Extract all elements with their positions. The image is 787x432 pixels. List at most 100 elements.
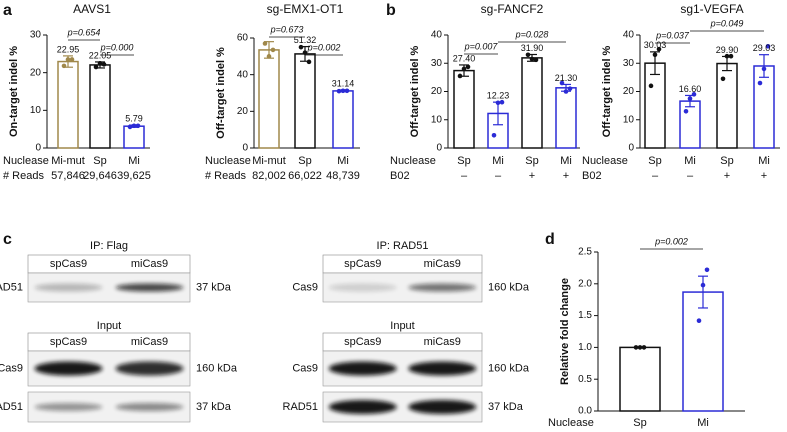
x-row-label: Nuclease <box>3 155 49 167</box>
value-label: 5.79 <box>125 113 143 123</box>
y-tick-label: 30 <box>623 58 635 69</box>
x-tick-label: Sp <box>457 155 470 167</box>
chart-title: AAVS1 <box>73 2 111 16</box>
y-tick-label: 20 <box>431 86 443 97</box>
size-label: 37 kDa <box>196 401 232 413</box>
replicate-point <box>457 73 463 79</box>
blot-band <box>328 400 397 414</box>
lane-label: miCas9 <box>424 336 461 348</box>
replicate-point <box>525 52 531 58</box>
bar <box>682 291 724 412</box>
blot-band <box>328 283 397 292</box>
panel-label: c <box>3 231 12 248</box>
y-tick-label: 1.5 <box>578 310 592 321</box>
value-label: 31.14 <box>332 78 355 88</box>
replicate-point <box>728 53 734 59</box>
value-label: 27.40 <box>453 53 476 63</box>
replicate-point <box>696 318 702 323</box>
replicate-point <box>683 108 689 114</box>
row-value: + <box>761 170 767 182</box>
bar <box>555 87 577 149</box>
row-value: 29,646 <box>83 170 117 182</box>
replicate-point <box>65 57 71 62</box>
blot-band <box>408 361 477 376</box>
y-tick-label: 40 <box>623 30 635 41</box>
y-tick-label: 40 <box>431 30 443 41</box>
row-value: 82,002 <box>252 170 286 182</box>
y-axis-label: Off-target indel % <box>409 45 421 137</box>
x-tick-label: Sp <box>525 155 538 167</box>
replicate-point <box>97 60 103 66</box>
chart-title: sg1-VEGFA <box>680 2 743 16</box>
replicate-point <box>270 47 276 53</box>
lane-label: miCas9 <box>131 258 168 270</box>
x-row-label: Nuclease <box>582 155 628 167</box>
blot-band <box>34 403 103 411</box>
x-tick-label: Sp <box>93 155 106 167</box>
value-label: 12.23 <box>487 91 510 101</box>
p-value: p=0.002 <box>654 236 688 246</box>
y-tick-label: 20 <box>623 86 635 97</box>
p-value: p=0.673 <box>270 24 304 34</box>
p-value: p=0.654 <box>67 27 101 37</box>
y-axis-label: On-target indel % <box>8 46 20 137</box>
bar <box>294 53 316 149</box>
p-value: p=0.049 <box>710 18 744 28</box>
y-tick-label: 0 <box>436 143 442 154</box>
y-tick-label: 30 <box>30 30 42 41</box>
bar <box>258 49 280 149</box>
y-tick-label: 40 <box>237 69 249 80</box>
value-label: 29.90 <box>716 45 739 55</box>
x-tick-label: Mi-mut <box>51 155 85 167</box>
bar <box>453 69 475 149</box>
x-tick-label: Mi <box>560 155 572 167</box>
row-value: 48,739 <box>326 170 360 182</box>
x-tick-label: Mi <box>758 155 770 167</box>
y-tick-label: 30 <box>431 58 443 69</box>
row-label: # Reads <box>3 170 44 182</box>
size-label: 160 kDa <box>196 362 238 374</box>
y-tick-label: 0 <box>628 143 634 154</box>
x-tick-label: Sp <box>298 155 311 167</box>
replicate-point <box>757 80 763 86</box>
y-tick-label: 2.5 <box>578 247 592 258</box>
replicate-point <box>563 89 569 94</box>
replicate-point <box>704 267 710 273</box>
value-label: 16.60 <box>679 84 702 94</box>
bar <box>679 100 701 149</box>
row-label: Cas9 <box>292 362 318 374</box>
x-tick-label: Sp <box>633 417 646 429</box>
blot-title: IP: Flag <box>90 240 128 252</box>
replicate-point <box>529 56 535 62</box>
replicate-point <box>687 96 693 101</box>
blot-band <box>408 400 477 414</box>
row-label: Cas9 <box>292 281 318 293</box>
replicate-point <box>306 59 312 65</box>
bar <box>521 57 543 149</box>
panel-label: b <box>386 2 396 19</box>
replicate-point <box>559 80 565 86</box>
replicate-point <box>533 57 539 63</box>
replicate-point <box>691 92 697 97</box>
blot-band <box>34 283 103 292</box>
replicate-point <box>101 62 107 67</box>
lane-label: miCas9 <box>131 336 168 348</box>
blot-band <box>34 361 103 376</box>
value-label: 31.90 <box>521 43 544 53</box>
lane-label: spCas9 <box>50 258 87 270</box>
row-label: B02 <box>390 170 410 182</box>
x-tick-label: Sp <box>720 155 733 167</box>
row-value: – <box>461 170 468 182</box>
replicate-point <box>700 282 706 288</box>
size-label: 160 kDa <box>488 362 530 374</box>
replicate-point <box>641 345 647 350</box>
chart-title: sg-FANCF2 <box>481 2 544 16</box>
replicate-point <box>93 64 99 70</box>
replicate-point <box>131 123 137 129</box>
value-label: 22.95 <box>57 44 80 54</box>
value-label: 21.30 <box>555 73 578 83</box>
p-value: p=0.028 <box>515 29 549 39</box>
row-value: 39,625 <box>117 170 151 182</box>
replicate-point <box>69 57 75 62</box>
bar <box>644 62 666 149</box>
